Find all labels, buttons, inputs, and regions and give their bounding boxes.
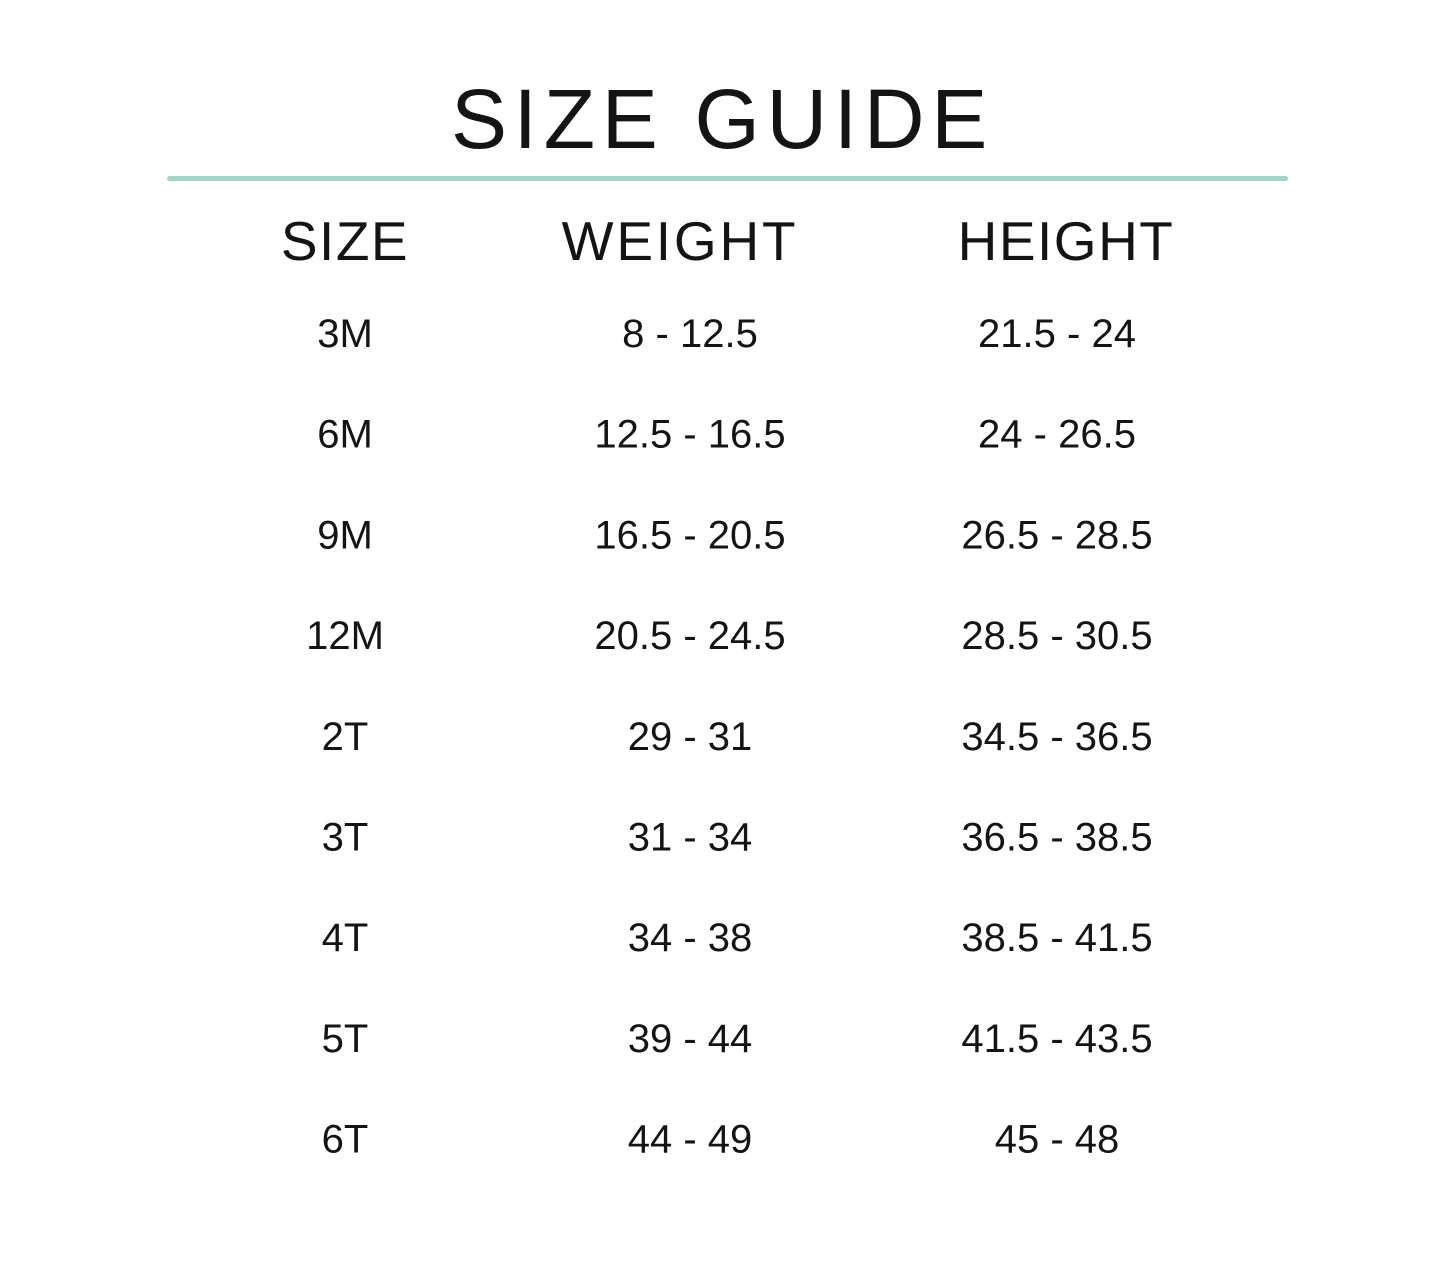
- svg-text:26.5 - 28.5: 26.5 - 28.5: [961, 513, 1152, 557]
- svg-text:34.5 - 36.5: 34.5 - 36.5: [961, 715, 1152, 759]
- svg-text:39 - 44: 39 - 44: [628, 1017, 753, 1061]
- svg-text:12M: 12M: [306, 614, 384, 658]
- svg-text:38.5 - 41.5: 38.5 - 41.5: [961, 916, 1152, 960]
- svg-text:24 - 26.5: 24 - 26.5: [978, 413, 1136, 457]
- svg-text:20.5 - 24.5: 20.5 - 24.5: [594, 614, 785, 658]
- svg-text:16.5 - 20.5: 16.5 - 20.5: [594, 513, 785, 557]
- svg-text:31 - 34: 31 - 34: [628, 816, 753, 860]
- svg-text:HEIGHT: HEIGHT: [958, 210, 1175, 272]
- svg-text:29 - 31: 29 - 31: [628, 715, 753, 759]
- svg-text:6T: 6T: [322, 1118, 369, 1162]
- svg-text:5T: 5T: [322, 1017, 369, 1061]
- svg-text:3T: 3T: [322, 816, 369, 860]
- svg-text:2T: 2T: [322, 715, 369, 759]
- svg-text:8 - 12.5: 8 - 12.5: [622, 312, 758, 356]
- svg-text:WEIGHT: WEIGHT: [562, 210, 799, 272]
- svg-text:6M: 6M: [317, 413, 373, 457]
- svg-text:12.5 - 16.5: 12.5 - 16.5: [594, 413, 785, 457]
- svg-text:36.5 - 38.5: 36.5 - 38.5: [961, 816, 1152, 860]
- svg-text:41.5 - 43.5: 41.5 - 43.5: [961, 1017, 1152, 1061]
- svg-text:SIZE GUIDE: SIZE GUIDE: [451, 72, 994, 166]
- svg-text:21.5 - 24: 21.5 - 24: [978, 312, 1136, 356]
- svg-text:44 - 49: 44 - 49: [628, 1118, 753, 1162]
- svg-text:3M: 3M: [317, 312, 373, 356]
- svg-text:9M: 9M: [317, 513, 373, 557]
- svg-text:4T: 4T: [322, 916, 369, 960]
- svg-text:28.5 - 30.5: 28.5 - 30.5: [961, 614, 1152, 658]
- svg-text:SIZE: SIZE: [281, 210, 409, 272]
- svg-text:45 - 48: 45 - 48: [995, 1118, 1120, 1162]
- svg-text:34 - 38: 34 - 38: [628, 916, 753, 960]
